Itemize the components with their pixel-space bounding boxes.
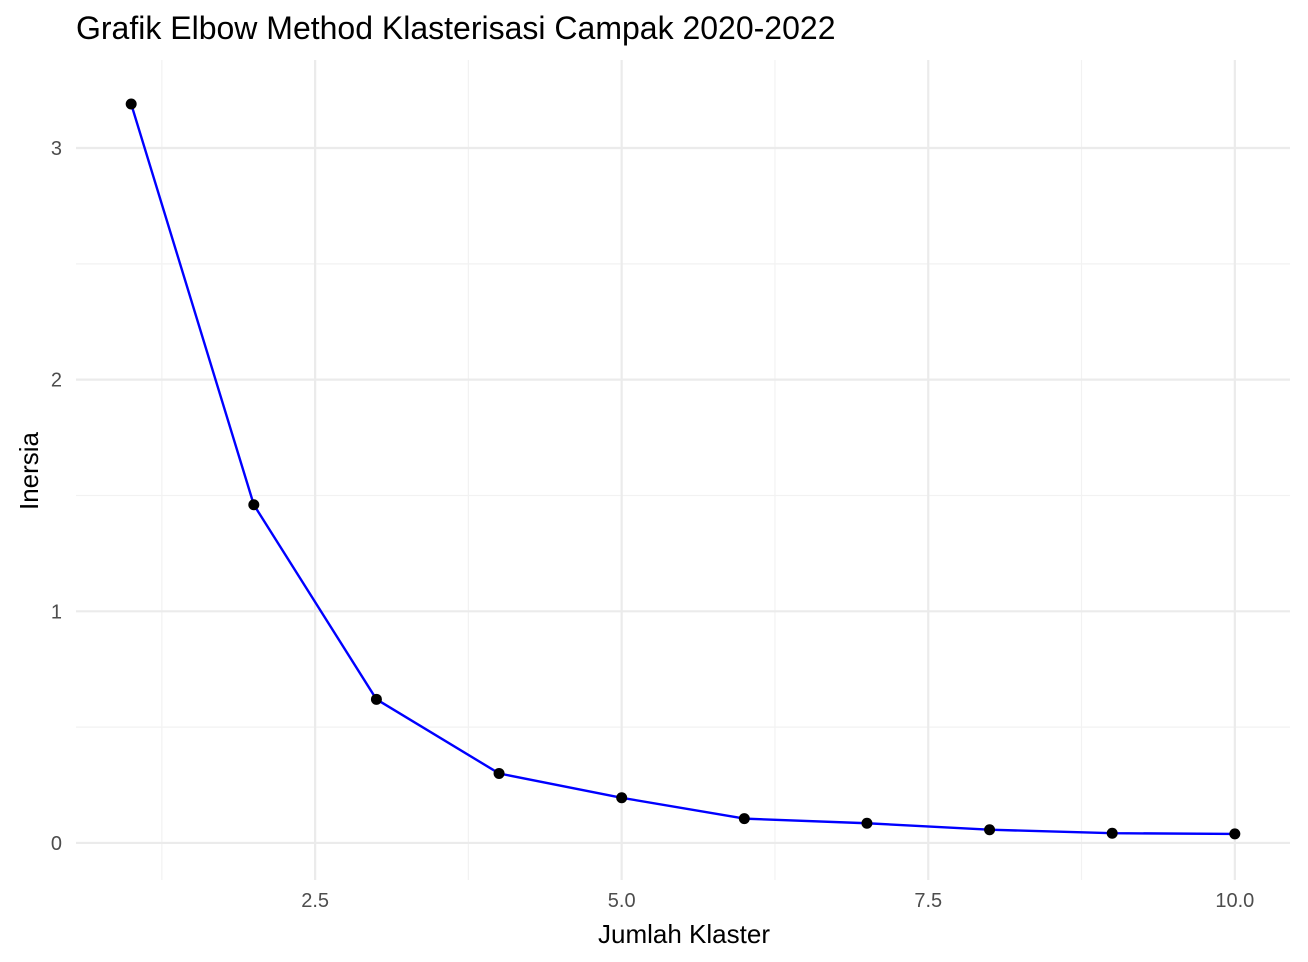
x-tick-label: 2.5 xyxy=(301,890,329,912)
data-point xyxy=(370,693,382,705)
y-tick-label: 1 xyxy=(51,601,62,623)
x-tick-label: 5.0 xyxy=(608,890,636,912)
x-tick-label: 10.0 xyxy=(1215,890,1254,912)
data-point xyxy=(616,792,628,804)
y-tick-label: 3 xyxy=(51,138,62,160)
x-tick-label: 7.5 xyxy=(914,890,942,912)
x-axis-title: Jumlah Klaster xyxy=(598,919,770,949)
data-point xyxy=(1229,828,1241,840)
series-line xyxy=(130,103,1235,836)
data-point xyxy=(125,98,137,110)
grid xyxy=(76,60,1290,880)
y-axis-title: Inersia xyxy=(14,431,44,510)
data-points xyxy=(125,98,1241,840)
data-point xyxy=(493,767,505,779)
data-point xyxy=(861,817,873,829)
y-axis-ticks: 0 1 2 3 xyxy=(51,138,62,855)
data-point xyxy=(984,824,996,836)
data-point xyxy=(248,499,260,511)
x-axis-ticks: 2.5 5.0 7.5 10.0 xyxy=(301,890,1254,912)
data-point xyxy=(1106,827,1118,839)
y-tick-label: 0 xyxy=(51,833,62,855)
data-point xyxy=(738,813,750,825)
chart-title: Grafik Elbow Method Klasterisasi Campak … xyxy=(76,10,835,46)
series-line-layer xyxy=(130,103,1235,836)
y-tick-label: 2 xyxy=(51,370,62,392)
